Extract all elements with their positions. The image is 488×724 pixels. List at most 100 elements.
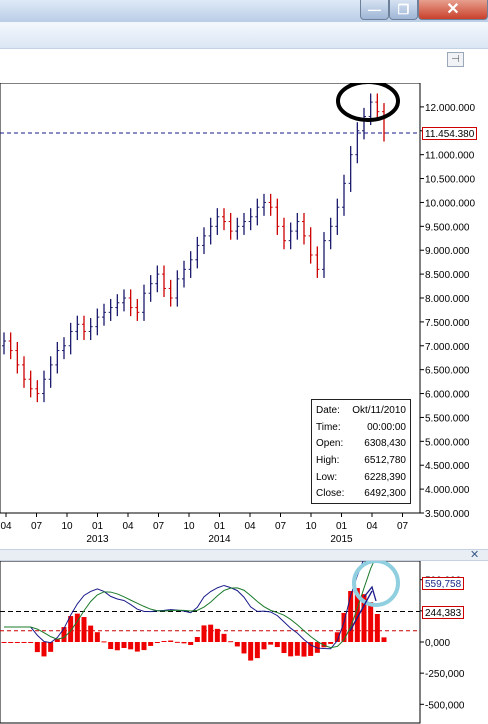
close-pane-icon[interactable]: ✕: [470, 549, 480, 561]
info-time-label: Time:: [316, 421, 341, 433]
osc-histogram-bar: [241, 642, 247, 654]
info-row-high: High: 6512,780: [316, 453, 406, 470]
osc-histogram-bar: [81, 617, 87, 642]
info-low-label: Low:: [316, 471, 338, 483]
osc-fast-line: [4, 561, 364, 650]
x-tick-label: 01: [92, 521, 104, 532]
info-row-date: Date: Okt/11/2010: [316, 403, 406, 420]
osc-histogram-bar: [161, 640, 167, 642]
osc-histogram-bar: [334, 632, 340, 642]
x-tick-label: 01: [336, 521, 348, 532]
pane-separator[interactable]: [0, 549, 488, 561]
osc-histogram-bar: [348, 591, 354, 642]
x-tick-label: 04: [366, 521, 378, 532]
osc-histogram-bar: [101, 641, 107, 643]
info-row-low: Low: 6228,390: [316, 470, 406, 487]
y-tick-label: 7.500.000: [425, 318, 470, 329]
osc-histogram-bar: [114, 642, 120, 651]
osc-histogram-bar: [121, 642, 127, 648]
osc-histogram-bar: [221, 633, 227, 642]
osc-histogram-bar: [268, 642, 274, 645]
price-chart[interactable]: 12.000.00011.500.00011.000.00010.500.000…: [0, 83, 488, 549]
osc-histogram-bar: [41, 642, 47, 657]
osc-histogram-bar: [248, 642, 254, 661]
osc-histogram-bar: [214, 628, 220, 642]
info-time-value: 00:00:00: [367, 421, 406, 433]
x-year-label: 2014: [208, 534, 231, 545]
info-low-value: 6228,390: [364, 471, 406, 483]
osc-histogram-bar: [148, 642, 154, 646]
x-tick-label: 04: [0, 521, 12, 532]
osc-histogram-bar: [154, 642, 160, 643]
y-tick-label: 10.500.000: [425, 175, 475, 186]
osc-histogram-bar: [128, 642, 134, 650]
x-tick-label: 04: [122, 521, 134, 532]
info-close-label: Close:: [316, 488, 345, 500]
y-tick-label: 4.500.000: [425, 461, 470, 472]
y-tick-label: 4.000.000: [425, 485, 470, 496]
y-tick-label: 5.500.000: [425, 413, 470, 424]
toolbar: [0, 22, 488, 49]
osc-histogram-bar: [361, 594, 367, 642]
y-tick-label: 9.500.000: [425, 222, 470, 233]
x-year-label: 2013: [86, 534, 109, 545]
osc-histogram-bar: [48, 642, 54, 652]
osc-histogram-bar: [1, 642, 7, 643]
x-tick-label: 10: [305, 521, 317, 532]
osc-histogram-bar: [108, 642, 114, 650]
osc-histogram-bar: [208, 624, 214, 642]
osc-histogram-bar: [168, 640, 174, 642]
osc-histogram-bar: [174, 641, 180, 643]
info-close-value: 6492,300: [364, 488, 406, 500]
x-tick-label: 07: [275, 521, 287, 532]
info-high-value: 6512,780: [364, 455, 406, 467]
info-date-label: Date:: [316, 405, 340, 416]
info-open-label: Open:: [316, 438, 344, 450]
info-row-open: Open: 6308,430: [316, 436, 406, 453]
osc-histogram-bar: [294, 642, 300, 656]
osc-y-tick-label: -500,000: [425, 700, 465, 711]
info-high-label: High:: [316, 455, 340, 467]
osc-histogram-bar: [328, 642, 334, 644]
osc-histogram-bar: [354, 588, 360, 642]
osc-histogram-bar: [188, 642, 194, 645]
maximize-button[interactable]: ❐: [389, 0, 418, 20]
oscillator-highlight-circle: [352, 561, 400, 607]
osc-slow-line: [4, 561, 375, 649]
osc-histogram-bar: [281, 642, 287, 654]
osc-histogram-bar: [374, 614, 380, 642]
y-tick-label: 11.000.000: [425, 151, 475, 162]
osc-histogram-bar: [194, 636, 200, 642]
y-tick-label: 3.500.000: [425, 509, 470, 520]
osc-histogram-bar: [134, 642, 140, 652]
osc-histogram-bar: [54, 639, 60, 642]
osc-histogram-bar: [274, 642, 280, 648]
y-tick-label: 8.000.000: [425, 294, 470, 305]
x-year-label: 2015: [330, 534, 353, 545]
osc-histogram-bar: [94, 632, 100, 642]
osc-histogram-bar: [314, 642, 320, 653]
y-tick-label: 12.000.000: [425, 103, 475, 114]
osc-histogram-bar: [88, 625, 94, 642]
osc-histogram-bar: [288, 642, 294, 657]
x-tick-label: 10: [183, 521, 195, 532]
osc-histogram-bar: [34, 642, 40, 653]
minimize-button[interactable]: —: [360, 0, 389, 20]
osc-histogram-bar: [341, 612, 347, 642]
osc-histogram-bar: [261, 642, 267, 650]
osc-histogram-bar: [14, 642, 20, 643]
osc-y-tick-label: 0,000: [425, 638, 450, 649]
y-tick-label: 5.000.000: [425, 437, 470, 448]
y-tick-label: 7.000.000: [425, 342, 470, 353]
osc-histogram-bar: [74, 613, 80, 642]
osc-histogram-bar: [254, 642, 260, 659]
info-row-close: Close: 6492,300: [316, 486, 406, 503]
osc-histogram-bar: [141, 642, 147, 651]
ohlc-info-box: Date: Okt/11/2010 Time: 00:00:00 Open: 6…: [311, 399, 411, 504]
osc-histogram-bar: [301, 642, 307, 657]
osc-histogram-bar: [181, 642, 187, 644]
close-button[interactable]: ✕: [418, 0, 488, 20]
osc-histogram-bar: [28, 642, 34, 643]
pin-icon[interactable]: ⊣: [447, 52, 464, 67]
